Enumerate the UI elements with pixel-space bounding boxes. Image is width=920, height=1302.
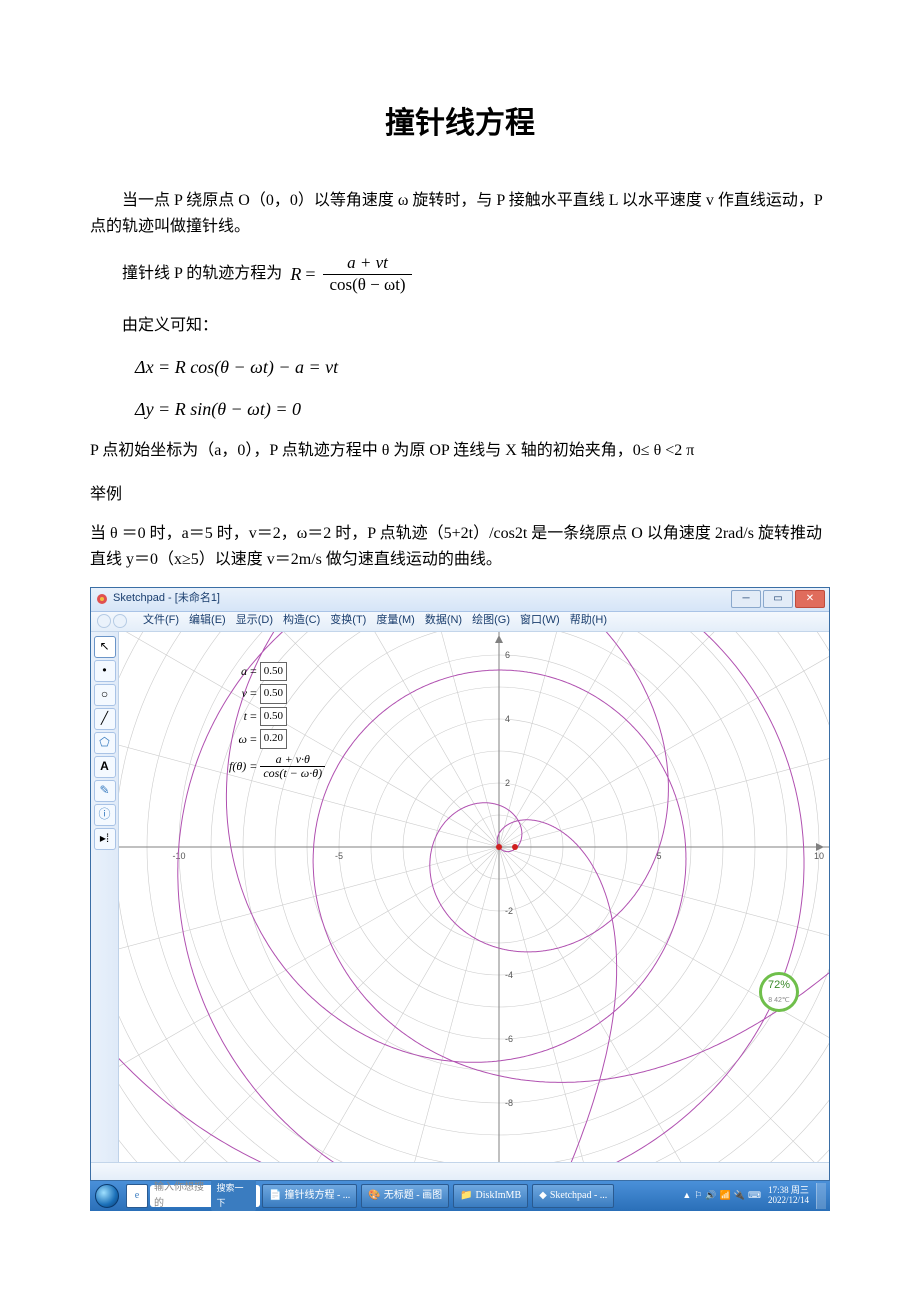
menu-graph[interactable]: 绘图(G) [472, 612, 510, 630]
line-tool[interactable]: ╱ [94, 708, 116, 730]
svg-text:-4: -4 [505, 970, 513, 980]
svg-text:-2: -2 [505, 906, 513, 916]
task-folder[interactable]: 📁DiskImMB [453, 1184, 528, 1208]
example-body: 当 θ ＝0 时，a＝5 时，v＝2，ω＝2 时，P 点轨迹（5+2t）/cos… [90, 521, 830, 572]
close-button[interactable]: ✕ [795, 590, 825, 608]
svg-text:-10: -10 [172, 851, 185, 861]
menu-edit[interactable]: 编辑(E) [189, 612, 226, 630]
equation-dy: Δy = R sin(θ − ωt) = 0 [135, 395, 830, 424]
example-heading: 举例 [90, 482, 830, 508]
menu-transform[interactable]: 变换(T) [330, 612, 366, 630]
fraction: a + vt cos(θ − ωt) [323, 253, 411, 295]
clock-date: 2022/12/14 [768, 1196, 809, 1206]
badge-sub: 8 42℃ [768, 995, 790, 1006]
polygon-tool[interactable]: ⬠ [94, 732, 116, 754]
text-tool[interactable]: A [94, 756, 116, 778]
tray-icon-5[interactable]: ⌨ [748, 1188, 761, 1202]
task-sketchpad[interactable]: ◆Sketchpad - ... [532, 1184, 614, 1208]
main-formula-row: 撞针线 P 的轨迹方程为 R = a + vt cos(θ − ωt) [90, 253, 830, 295]
desktop-widget-badge: 72% 8 42℃ [759, 972, 799, 1012]
formula-lhs: R [290, 260, 301, 289]
circle-tool[interactable]: ○ [94, 684, 116, 706]
window-title-text: Sketchpad - [未命名1] [113, 590, 220, 608]
clock[interactable]: 17:38 周三 2022/12/14 [764, 1186, 813, 1206]
tray-icon-2[interactable]: 🔊 [705, 1188, 716, 1202]
param-a[interactable]: a=0.50 [229, 662, 325, 682]
page-title: 撞针线方程 [90, 100, 830, 148]
tool-palette: ↖•○╱⬠A✎ⓘ▸⁞ [91, 632, 119, 1162]
task-doc[interactable]: 📄撞针线方程 - ... [262, 1184, 357, 1208]
show-desktop-button[interactable] [816, 1183, 826, 1209]
param-function: f(θ) = a + v·θ cos(t − ω·θ) [229, 753, 325, 780]
fraction-denominator: cos(θ − ωt) [323, 275, 411, 295]
menu-data[interactable]: 数据(N) [425, 612, 462, 630]
tray-icon-4[interactable]: 🔌 [734, 1188, 745, 1202]
menu-construct[interactable]: 构造(C) [283, 612, 320, 630]
arrow-tool[interactable]: ↖ [94, 636, 116, 658]
app-icon [95, 592, 109, 606]
parameter-panel: a=0.50 v=0.50 t=0.50 ω=0.20 f(θ) = a + v… [229, 662, 325, 781]
derivation-lead: 由定义可知： [90, 313, 830, 339]
window-titlebar[interactable]: Sketchpad - [未命名1] ─ ▭ ✕ [91, 588, 829, 612]
tray-icon-0[interactable]: ▲ [682, 1188, 691, 1202]
intro-paragraph: 当一点 P 绕原点 O（0，0）以等角速度 ω 旋转时，与 P 接触水平直线 L… [90, 188, 830, 239]
svg-text:6: 6 [505, 650, 510, 660]
marker-tool[interactable]: ✎ [94, 780, 116, 802]
info-tool[interactable]: ⓘ [94, 804, 116, 826]
custom-tool[interactable]: ▸⁞ [94, 828, 116, 850]
search-button[interactable]: 搜索一下 [211, 1180, 256, 1211]
menu-display[interactable]: 显示(D) [236, 612, 273, 630]
menu-measure[interactable]: 度量(M) [376, 612, 415, 630]
taskbar-search[interactable]: 输入你想搜的 搜索一下 [150, 1185, 260, 1207]
start-button[interactable] [90, 1181, 124, 1211]
search-placeholder: 输入你想搜的 [154, 1180, 211, 1212]
menu-file[interactable]: 文件(F) [143, 612, 179, 630]
tray-icon-3[interactable]: 📶 [720, 1188, 731, 1202]
tray-icon-1[interactable]: ⚐ [694, 1188, 702, 1202]
equals-sign: = [305, 260, 315, 289]
param-t[interactable]: t=0.50 [229, 707, 325, 727]
windows-taskbar: e 输入你想搜的 搜索一下 📄撞针线方程 - ...🎨无标题 - 画图📁Disk… [90, 1181, 830, 1211]
param-omega[interactable]: ω=0.20 [229, 729, 325, 749]
main-formula: R = a + vt cos(θ − ωt) [290, 253, 415, 295]
equation-dx: Δx = R cos(θ − ωt) − a = vt [135, 353, 830, 382]
svg-text:2: 2 [505, 778, 510, 788]
menu-window[interactable]: 窗口(W) [520, 612, 560, 630]
point-tool[interactable]: • [94, 660, 116, 682]
ie-icon[interactable]: e [126, 1184, 148, 1208]
system-tray: ▲⚐🔊 📶🔌⌨ 17:38 周三 2022/12/14 [682, 1183, 830, 1209]
svg-text:-8: -8 [505, 1098, 513, 1108]
initial-condition-text: P 点初始坐标为（a，0），P 点轨迹方程中 θ 为原 OP 连线与 X 轴的初… [90, 438, 830, 464]
svg-text:4: 4 [505, 714, 510, 724]
formula-lead-text: 撞针线 P 的轨迹方程为 [122, 261, 282, 287]
minimize-button[interactable]: ─ [731, 590, 761, 608]
svg-text:-5: -5 [335, 851, 343, 861]
fraction-numerator: a + vt [341, 253, 394, 273]
maximize-button[interactable]: ▭ [763, 590, 793, 608]
svg-text:-6: -6 [505, 1034, 513, 1044]
menu-help[interactable]: 帮助(H) [570, 612, 607, 630]
polar-grid-svg: -10-551015-12-10-8-6-4-2246810 [119, 632, 829, 1162]
task-paint[interactable]: 🎨无标题 - 画图 [361, 1184, 449, 1208]
menubar: 文件(F) 编辑(E) 显示(D) 构造(C) 变换(T) 度量(M) 数据(N… [91, 612, 829, 632]
statusbar [91, 1162, 829, 1180]
param-v[interactable]: v=0.50 [229, 684, 325, 704]
sketchpad-screenshot: Sketchpad - [未命名1] ─ ▭ ✕ 文件(F) 编辑(E) 显示(… [90, 587, 830, 1181]
nav-arrows[interactable] [97, 614, 127, 628]
badge-percent: 72% [768, 977, 790, 995]
sketch-canvas[interactable]: -10-551015-12-10-8-6-4-2246810 a=0.50 v=… [119, 632, 829, 1162]
svg-text:10: 10 [814, 851, 824, 861]
